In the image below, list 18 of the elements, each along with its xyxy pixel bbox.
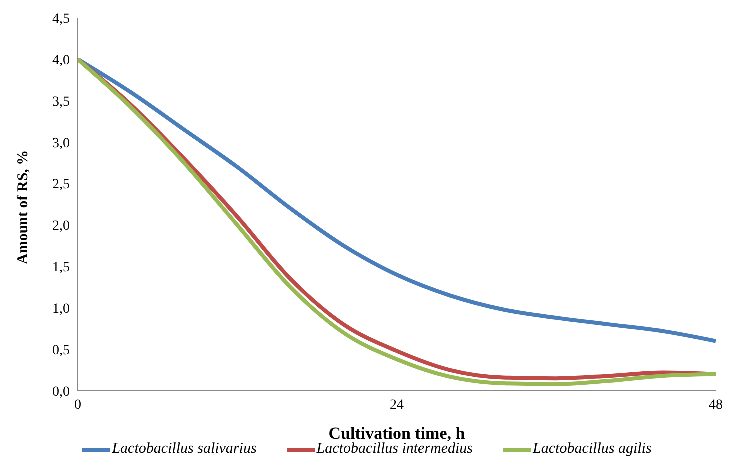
y-tick-label: 4,0 — [52, 53, 70, 68]
x-tick-label: 0 — [74, 398, 82, 413]
y-tick-label: 0,0 — [52, 384, 70, 400]
legend-label: Lactobacillus agilis — [533, 441, 652, 458]
y-tick-label: 0,5 — [52, 344, 70, 359]
y-tick-label: 2,5 — [52, 178, 70, 193]
x-tick-label: 48 — [709, 398, 723, 413]
y-tick-label: 4,5 — [52, 12, 70, 27]
y-tick-label: 2,0 — [52, 219, 70, 234]
x-tick-label: 24 — [390, 398, 404, 413]
y-axis-title: Amount of RS, % — [15, 150, 32, 264]
legend-label: Lactobacillus salivarius — [112, 441, 257, 458]
y-tick-label: 3,0 — [52, 136, 70, 152]
y-tick-label: 1,0 — [52, 302, 70, 318]
y-tick-label: 3,5 — [52, 94, 70, 110]
y-tick-label: 1,5 — [52, 260, 70, 276]
x-axis-title: Cultivation time, h — [328, 424, 466, 443]
legend-label: Lactobacillus intermedius — [316, 441, 474, 458]
